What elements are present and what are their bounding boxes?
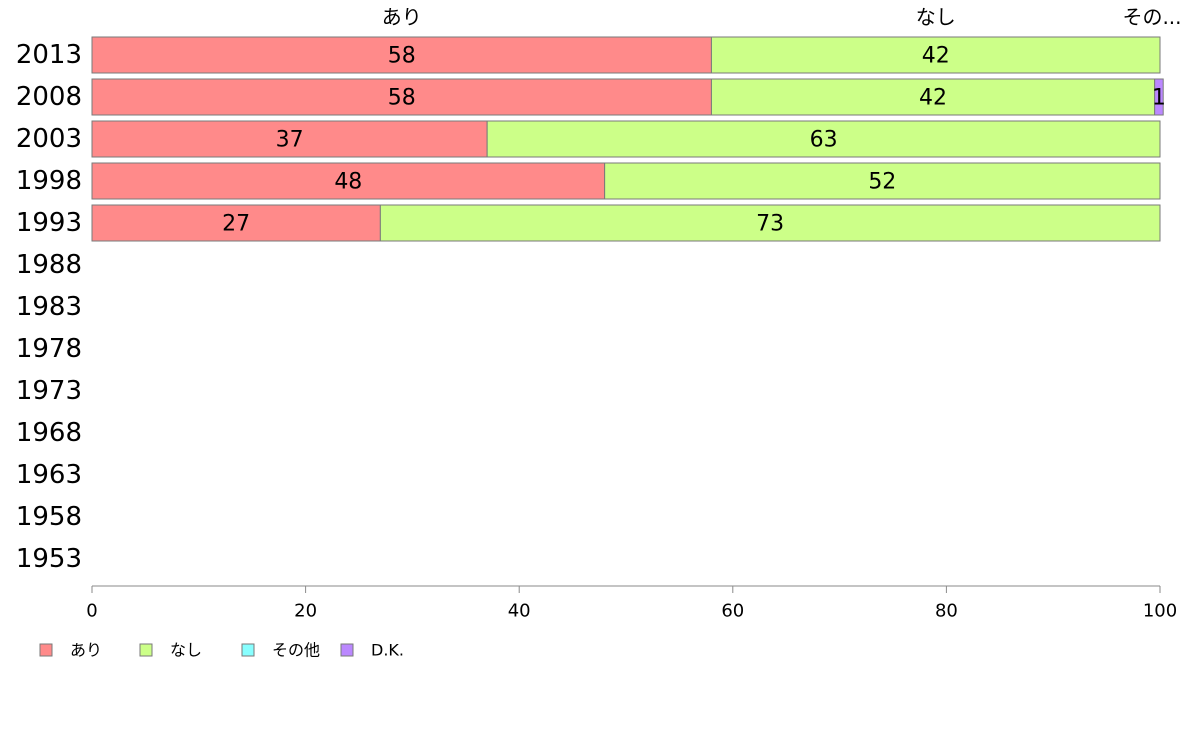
legend-label-2: なし [170, 641, 202, 660]
legend-label-4: D.K. [371, 641, 404, 660]
bar-1993-2 [379, 204, 1161, 242]
y-tick-label-1988: 1988 [16, 250, 82, 280]
bar-2008-4 [1154, 78, 1164, 116]
y-tick-label-1998: 1998 [16, 166, 82, 196]
x-tick-label-80: 80 [935, 601, 958, 622]
bar-1998-2 [604, 162, 1161, 200]
y-tick-label-2013: 2013 [16, 40, 82, 70]
y-tick-label-1953: 1953 [16, 544, 82, 574]
bar-2013-2 [710, 36, 1161, 74]
top-series-labels: あり なし その... [382, 5, 1182, 29]
legend-swatch-4 [340, 643, 354, 657]
y-tick-label-2008: 2008 [16, 82, 82, 112]
legend-swatch-1 [39, 643, 53, 657]
y-tick-label-1983: 1983 [16, 292, 82, 322]
legend: あり なし その他 D.K. [39, 641, 404, 660]
bar-2013-1 [91, 36, 712, 74]
value-label-2013-1: 58 [388, 44, 416, 69]
x-axis: 0 20 40 60 80 100 [86, 585, 1177, 622]
y-tick-label-1958: 1958 [16, 502, 82, 532]
value-label-2003-1: 37 [276, 128, 304, 153]
y-tick-label-1968: 1968 [16, 418, 82, 448]
value-label-1993-2: 73 [756, 212, 784, 237]
y-tick-label-1993: 1993 [16, 208, 82, 238]
legend-swatch-3 [241, 643, 255, 657]
bar-2008-2 [710, 78, 1156, 116]
y-tick-label-1978: 1978 [16, 334, 82, 364]
value-label-1998-2: 52 [868, 170, 896, 195]
top-label-2: なし [916, 5, 956, 29]
y-tick-label-2003: 2003 [16, 124, 82, 154]
top-label-1: あり [382, 5, 422, 29]
bars: 58 42 58 42 1 37 63 48 52 27 73 [91, 36, 1166, 242]
y-axis-labels: 2013 2008 2003 1998 1993 1988 1983 1978 1973 1968… [16, 40, 82, 574]
x-tick-label-0: 0 [86, 601, 97, 622]
bar-2008-1 [91, 78, 712, 116]
x-tick-label-100: 100 [1143, 601, 1177, 622]
value-label-2008-4: 1 [1152, 86, 1166, 111]
x-tick-label-20: 20 [294, 601, 317, 622]
value-label-2008-1: 58 [388, 86, 416, 111]
value-label-1998-1: 48 [334, 170, 362, 195]
legend-swatch-2 [139, 643, 153, 657]
bar-1998-1 [91, 162, 606, 200]
y-tick-label-1973: 1973 [16, 376, 82, 406]
value-label-2008-2: 42 [919, 86, 947, 111]
top-label-3: その... [1122, 5, 1181, 29]
value-label-1993-1: 27 [222, 212, 250, 237]
value-label-2003-2: 63 [810, 128, 838, 153]
legend-label-3: その他 [272, 641, 320, 660]
bar-2003-2 [486, 120, 1161, 158]
y-tick-label-1963: 1963 [16, 460, 82, 490]
bar-2003-1 [91, 120, 488, 158]
legend-label-1: あり [70, 641, 102, 660]
x-tick-label-40: 40 [508, 601, 531, 622]
bar-1993-1 [91, 204, 381, 242]
value-label-2013-2: 42 [922, 44, 950, 69]
x-tick-label-60: 60 [721, 601, 744, 622]
